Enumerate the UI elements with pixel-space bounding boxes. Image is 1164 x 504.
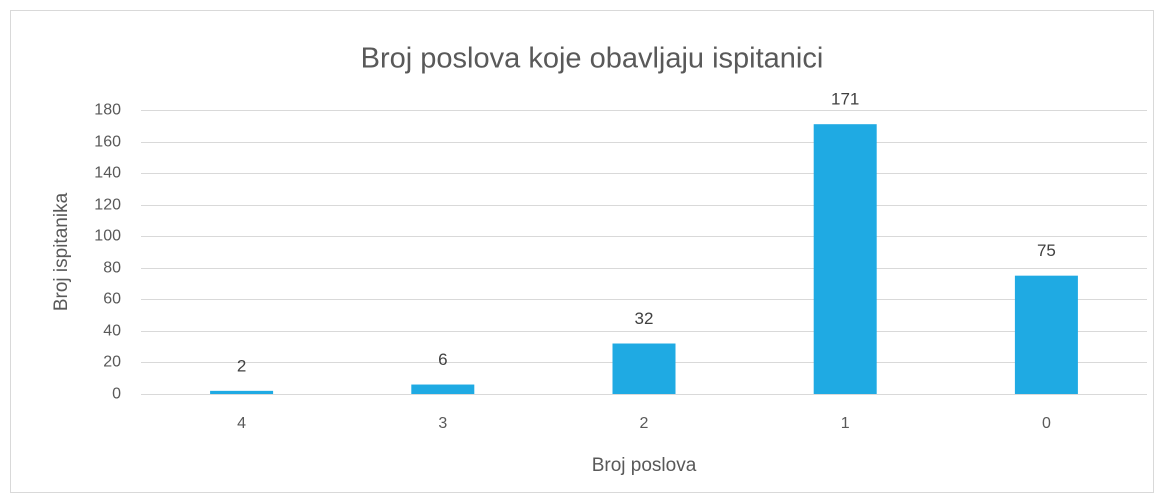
data-label: 75 [1037,241,1056,260]
x-tick-label: 2 [640,415,649,432]
data-label: 171 [831,90,859,109]
y-axis-title: Broj ispitanika [51,192,72,311]
y-tick-label: 160 [94,134,121,151]
y-tick-label: 20 [103,354,121,371]
data-label: 32 [635,309,654,328]
x-tick-label: 0 [1042,415,1051,432]
data-label: 2 [237,356,246,375]
y-tick-label: 100 [94,228,121,245]
bar [411,384,475,394]
x-tick-label: 4 [237,415,246,432]
y-tick-label: 180 [94,102,121,119]
y-tick-label: 140 [94,165,121,182]
x-tick-label: 3 [438,415,447,432]
x-tick-label: 1 [841,415,850,432]
bar [210,390,274,394]
y-tick-label: 0 [112,386,121,403]
y-tick-label: 60 [103,291,121,308]
data-label: 6 [438,350,447,369]
chart-title: Broj poslova koje obavljaju ispitanici [361,43,824,75]
bar [813,124,877,394]
x-axis-title: Broj poslova [592,455,697,476]
bar [1014,275,1078,394]
bar [612,343,676,394]
chart-border [10,10,1154,493]
y-tick-label: 80 [103,260,121,277]
y-tick-label: 40 [103,323,121,340]
y-tick-label: 120 [94,197,121,214]
